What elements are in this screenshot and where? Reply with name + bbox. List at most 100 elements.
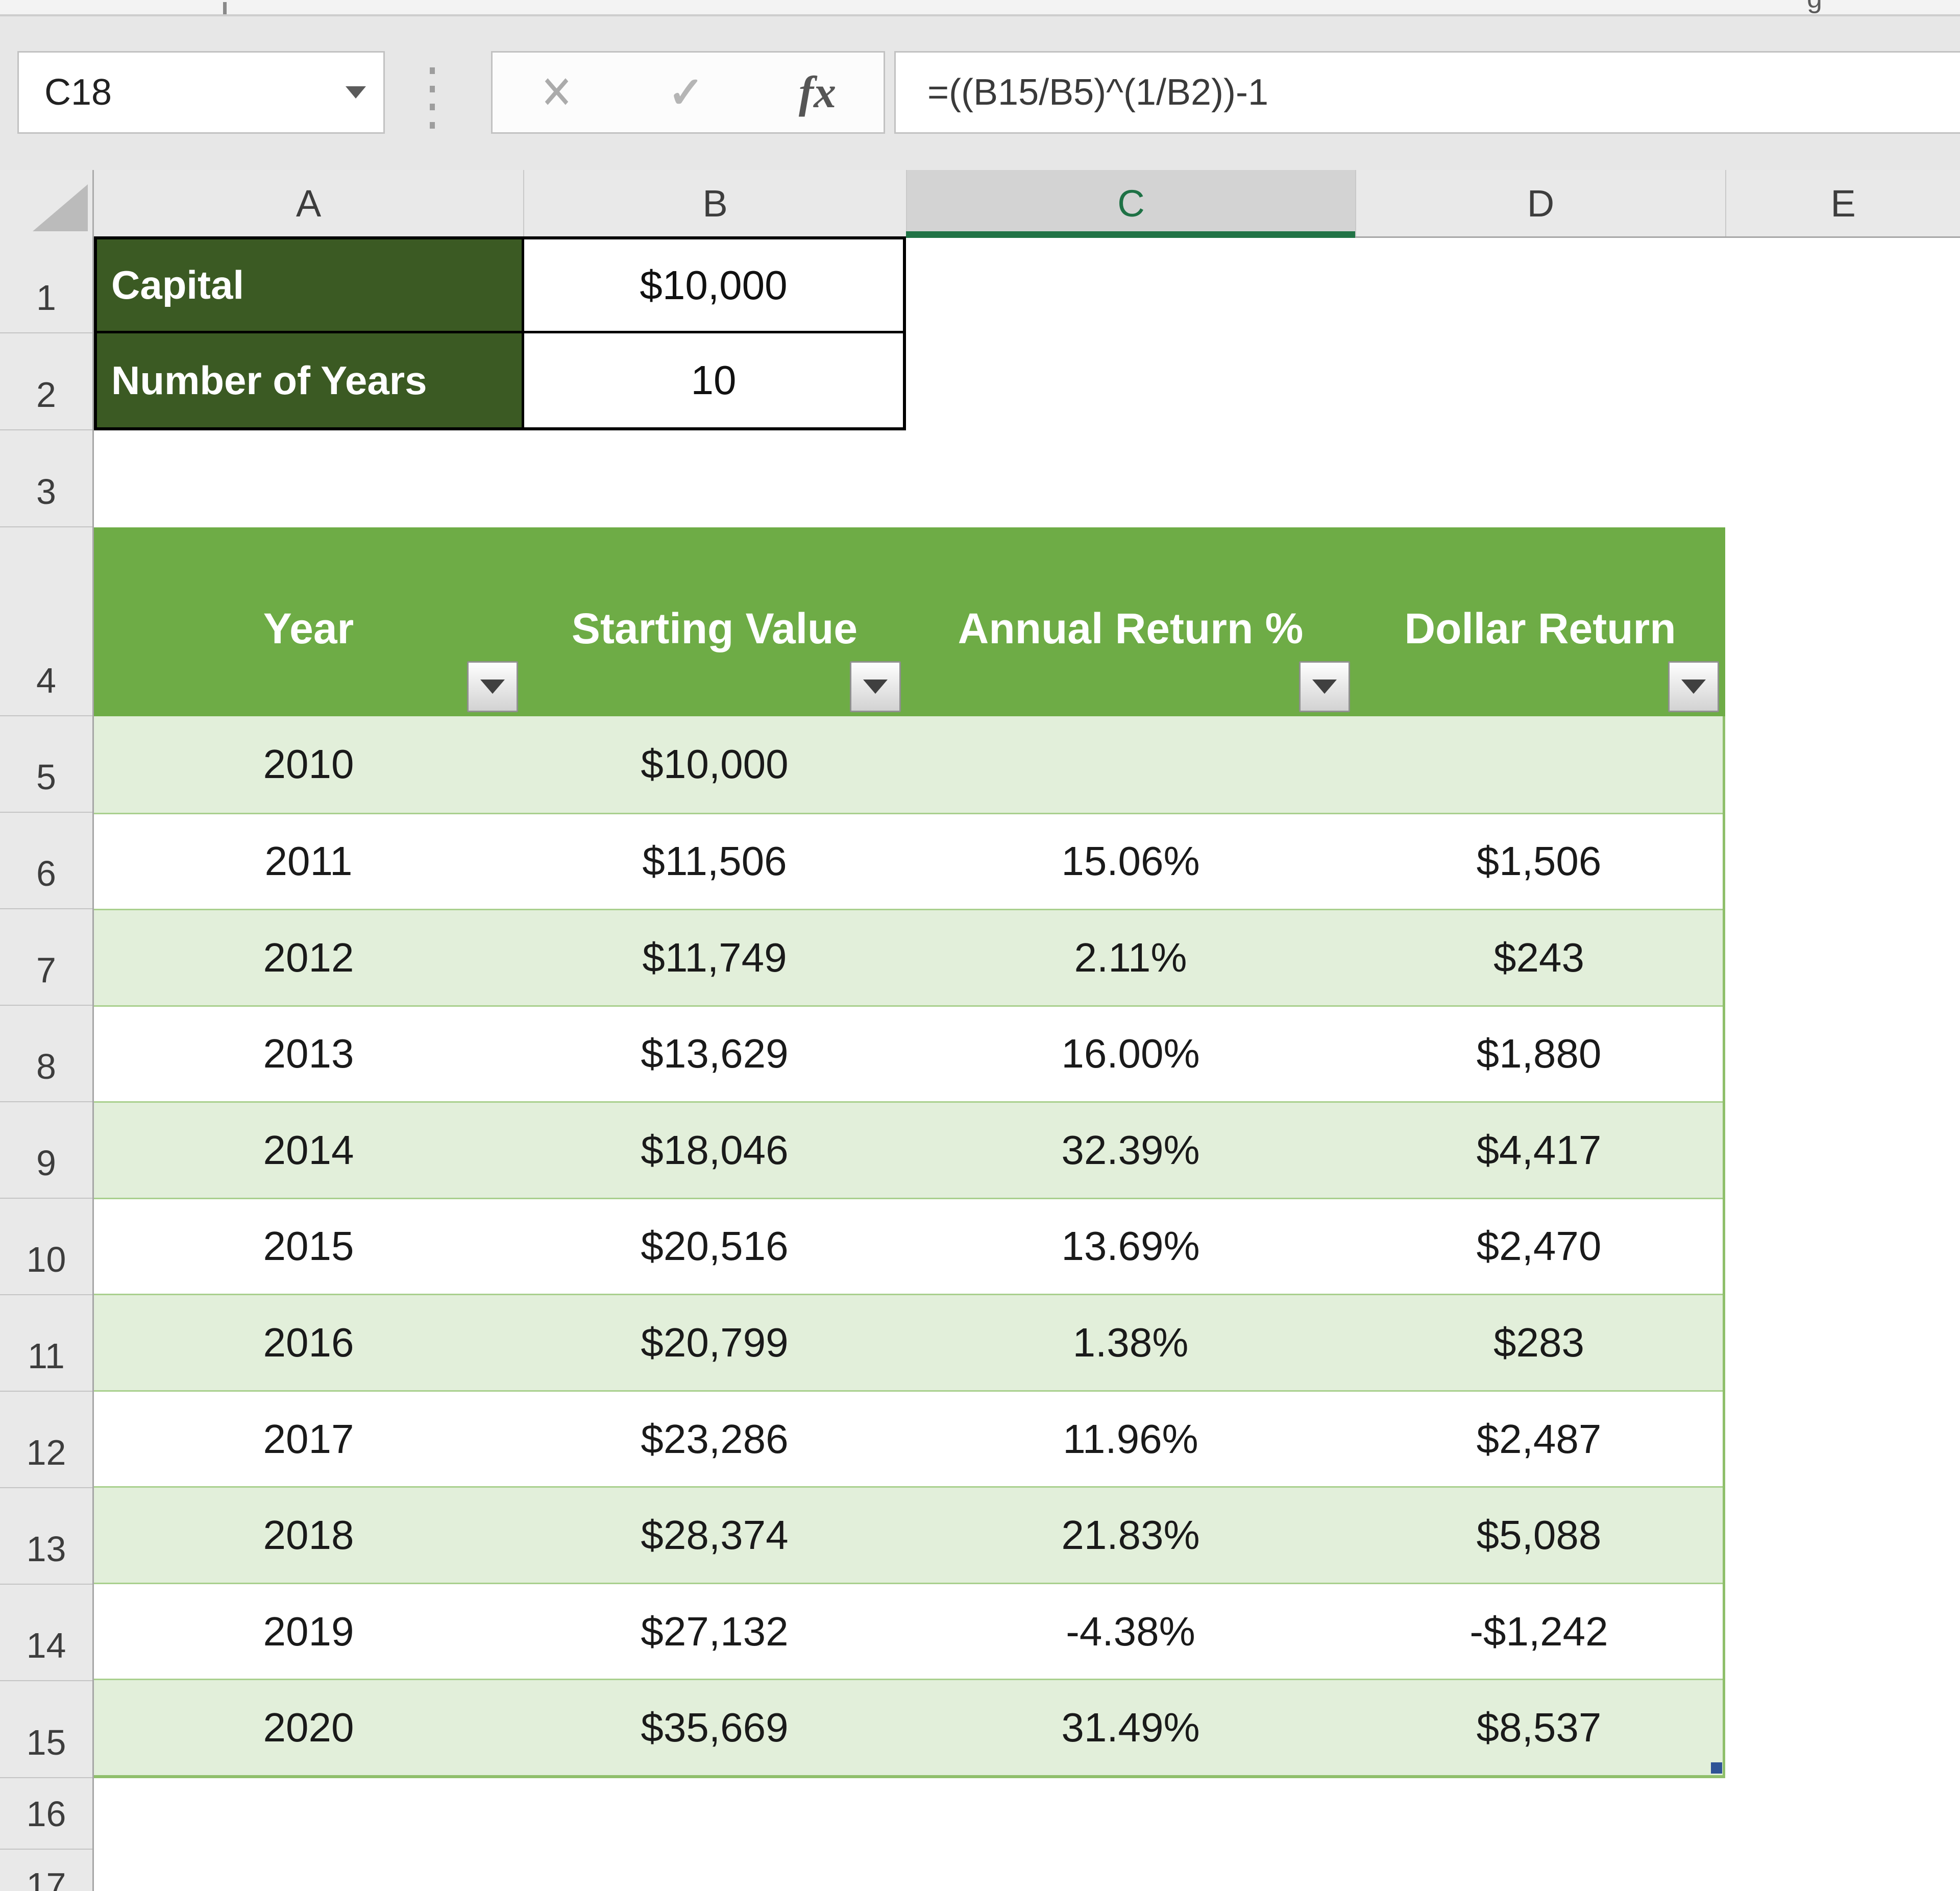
cancel-icon[interactable]: ✕	[540, 66, 574, 118]
cell-B7[interactable]: $11,749	[642, 934, 787, 980]
row-header-9[interactable]: 9	[0, 1102, 92, 1199]
cell-A14[interactable]: 2019	[263, 1608, 354, 1654]
cell-D8[interactable]: $1,880	[1476, 1031, 1602, 1077]
row-header-6[interactable]: 6	[0, 813, 92, 909]
column-header-c-selected[interactable]: C	[906, 170, 1355, 236]
select-all-triangle-icon	[33, 184, 88, 231]
insert-function-icon[interactable]: fx	[798, 67, 837, 117]
column-header-d[interactable]: D	[1355, 170, 1725, 236]
row-header-10[interactable]: 10	[0, 1199, 92, 1295]
cell-A6[interactable]: 2011	[264, 838, 353, 884]
row-header-8[interactable]: 8	[0, 1006, 92, 1102]
cell-D13[interactable]: $5,088	[1476, 1512, 1602, 1558]
name-box-value: C18	[44, 72, 112, 113]
row-header-15[interactable]: 15	[0, 1681, 92, 1778]
table-row-5: 2010 $10,000	[94, 716, 1723, 813]
cell-C12[interactable]: 11.96%	[1063, 1416, 1198, 1462]
table-row-14: 2019 $27,132 -4.38% -$1,242	[94, 1582, 1723, 1679]
select-all-corner[interactable]	[0, 170, 94, 236]
row-header-2[interactable]: 2	[0, 333, 92, 430]
cell-A13[interactable]: 2018	[263, 1512, 354, 1558]
table-header-starting-value[interactable]: Starting Value	[571, 604, 858, 652]
cell-D14[interactable]: -$1,242	[1469, 1608, 1608, 1654]
row-header-11[interactable]: 11	[0, 1295, 92, 1392]
cell-A15[interactable]: 2020	[263, 1705, 354, 1751]
cell-B15[interactable]: $35,669	[641, 1705, 789, 1751]
table-header-dollar-return[interactable]: Dollar Return	[1404, 604, 1676, 652]
cell-D6[interactable]: $1,506	[1476, 838, 1602, 884]
cell-D12[interactable]: $2,487	[1476, 1416, 1602, 1462]
cell-B5[interactable]: $10,000	[641, 741, 789, 787]
row-header-7[interactable]: 7	[0, 909, 92, 1006]
cell-C10[interactable]: 13.69%	[1061, 1223, 1200, 1269]
cell-C9[interactable]: 32.39%	[1061, 1127, 1200, 1173]
row-header-5[interactable]: 5	[0, 716, 92, 813]
cell-A8[interactable]: 2013	[263, 1031, 354, 1077]
cell-C8[interactable]: 16.00%	[1061, 1031, 1200, 1077]
cell-B10[interactable]: $20,516	[641, 1223, 789, 1269]
cell-B1[interactable]: $10,000	[524, 239, 903, 333]
table-row-9: 2014 $18,046 32.39% $4,417	[94, 1101, 1723, 1198]
selected-column-underline	[906, 231, 1355, 238]
cell-D7[interactable]: $243	[1493, 934, 1584, 980]
cell-A7[interactable]: 2012	[263, 934, 354, 980]
cell-A2[interactable]: Number of Years	[97, 333, 524, 427]
cell-A9[interactable]: 2014	[263, 1127, 354, 1173]
row-header-17[interactable]: 17	[0, 1850, 92, 1891]
column-headers: A B C D E	[0, 170, 1960, 238]
cell-D5[interactable]	[1355, 716, 1723, 813]
row-header-4[interactable]: 4	[0, 527, 92, 716]
ribbon-letter-fragment: g	[1807, 0, 1843, 13]
cell-D9[interactable]: $4,417	[1476, 1127, 1602, 1173]
row-header-14[interactable]: 14	[0, 1585, 92, 1681]
row-header-1[interactable]: 1	[0, 236, 92, 333]
cell-B2[interactable]: 10	[524, 333, 903, 427]
filter-button-year[interactable]	[467, 661, 518, 712]
filter-button-starting-value[interactable]	[850, 661, 901, 712]
cell-B8[interactable]: $13,629	[641, 1031, 789, 1077]
row-header-3[interactable]: 3	[0, 430, 92, 527]
filter-button-dollar-return[interactable]	[1668, 661, 1719, 712]
cell-C13[interactable]: 21.83%	[1061, 1512, 1200, 1558]
row-header-12[interactable]: 12	[0, 1392, 92, 1488]
formula-bar[interactable]: =((B15/B5)^(1/B2))-1	[894, 51, 1960, 134]
cell-A12[interactable]: 2017	[263, 1416, 354, 1462]
cell-C6[interactable]: 15.06%	[1061, 838, 1200, 884]
column-header-a[interactable]: A	[296, 182, 322, 225]
row-header-16[interactable]: 16	[0, 1778, 92, 1850]
column-header-e[interactable]: E	[1725, 170, 1960, 236]
cell-B9[interactable]: $18,046	[641, 1127, 789, 1173]
column-header-b[interactable]: B	[523, 170, 906, 236]
cell-D10[interactable]: $2,470	[1476, 1223, 1602, 1269]
cell-B14[interactable]: $27,132	[641, 1608, 789, 1654]
table-row-10: 2015 $20,516 13.69% $2,470	[94, 1197, 1723, 1294]
cell-C15[interactable]: 31.49%	[1061, 1705, 1200, 1751]
table-row-7: 2012 $11,749 2.11% $243	[94, 909, 1723, 1005]
row-header-13[interactable]: 13	[0, 1488, 92, 1585]
cell-A5[interactable]: 2010	[263, 741, 354, 787]
filter-arrow-icon	[1312, 680, 1337, 694]
cell-C7[interactable]: 2.11%	[1074, 934, 1187, 980]
cell-C14[interactable]: -4.38%	[1066, 1608, 1195, 1654]
enter-icon[interactable]: ✓	[668, 68, 704, 116]
cell-A1[interactable]: Capital	[97, 239, 524, 333]
cell-C11[interactable]: 1.38%	[1072, 1320, 1189, 1366]
name-box[interactable]: C18	[17, 51, 385, 134]
name-box-dropdown-icon[interactable]	[346, 86, 366, 99]
table-header-year[interactable]: Year	[263, 604, 354, 652]
cell-C5[interactable]	[906, 716, 1355, 813]
cell-B13[interactable]: $28,374	[641, 1512, 789, 1558]
table-header-annual-return[interactable]: Annual Return %	[958, 604, 1304, 652]
row-headers: 1 2 3 4 5 6 7 8 9 10 11 12 13 14 15 16 17	[0, 236, 94, 1891]
table-resize-handle[interactable]	[1711, 1762, 1722, 1774]
cell-B12[interactable]: $23,286	[641, 1416, 789, 1462]
cell-A11[interactable]: 2016	[263, 1320, 354, 1366]
filter-button-annual-return[interactable]	[1299, 661, 1350, 712]
table-header-row: Year Starting Value Annual Return % Doll…	[94, 527, 1725, 716]
cell-D15[interactable]: $8,537	[1476, 1705, 1602, 1751]
cell-B6[interactable]: $11,506	[642, 838, 787, 884]
formula-bar-area: C18 ✕ ✓ fx =((B15/B5)^(1/B2))-1	[0, 16, 1960, 170]
cell-A10[interactable]: 2015	[263, 1223, 354, 1269]
cell-B11[interactable]: $20,799	[641, 1320, 789, 1366]
cell-D11[interactable]: $283	[1493, 1320, 1584, 1366]
